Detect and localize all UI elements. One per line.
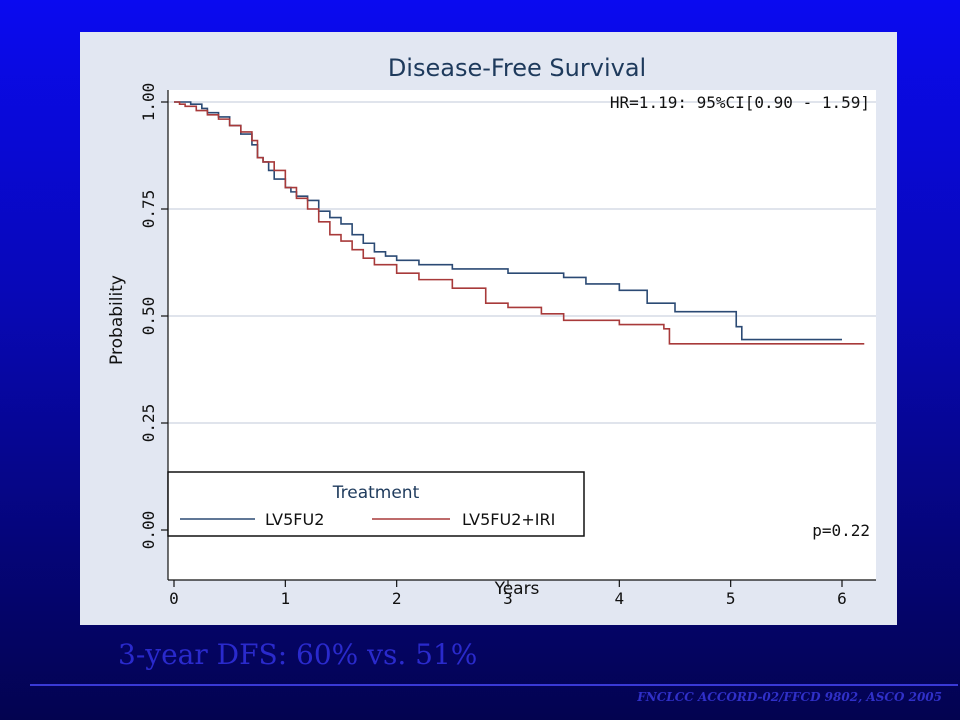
- divider-line: [30, 684, 958, 686]
- dfs-summary-text: 3-year DFS: 60% vs. 51%: [118, 638, 478, 671]
- x-tick-label: 4: [615, 589, 625, 608]
- y-tick-label: 0.25: [139, 404, 158, 443]
- x-tick-label: 5: [726, 589, 736, 608]
- citation-text: FNCLCC ACCORD-02/FFCD 9802, ASCO 2005: [637, 690, 942, 704]
- legend-label-lv5fu2-iri: LV5FU2+IRI: [462, 510, 555, 529]
- x-tick-label: 2: [392, 589, 402, 608]
- p-value-annotation: p=0.22: [812, 521, 870, 540]
- y-axis: 0.00 0.25 0.50 0.75 1.00: [139, 83, 169, 580]
- legend-title: Treatment: [332, 483, 420, 503]
- hr-annotation: HR=1.19: 95%CI[0.90 - 1.59]: [610, 93, 870, 112]
- x-axis-label: Years: [494, 579, 540, 599]
- grid-lines: [168, 101, 876, 424]
- x-tick-label: 6: [837, 589, 847, 608]
- y-tick-label: 0.00: [139, 511, 158, 550]
- chart-title: Disease-Free Survival: [388, 54, 646, 82]
- series-layer: [174, 101, 865, 345]
- survival-chart: Disease-Free Survival 0.00 0.25 0.50 0.75 1.…: [107, 54, 876, 608]
- x-axis: 0 1 2 3 4 5 6: [168, 579, 876, 608]
- legend-label-lv5fu2: LV5FU2: [265, 510, 324, 529]
- y-tick-label: 0.75: [139, 190, 158, 229]
- y-tick-label: 0.50: [139, 297, 158, 336]
- legend: Treatment LV5FU2 LV5FU2+IRI: [167, 471, 585, 537]
- y-tick-label: 1.00: [139, 83, 158, 122]
- y-axis-label: Probability: [107, 275, 127, 365]
- legend-box: [167, 471, 585, 537]
- x-tick-label: 3: [503, 589, 513, 608]
- x-tick-label: 1: [281, 589, 291, 608]
- x-tick-label: 0: [169, 589, 179, 608]
- chart-panel: Disease-Free Survival 0.00 0.25 0.50 0.75 1.…: [80, 32, 897, 625]
- series-line-lv5fu2-iri: [174, 101, 865, 345]
